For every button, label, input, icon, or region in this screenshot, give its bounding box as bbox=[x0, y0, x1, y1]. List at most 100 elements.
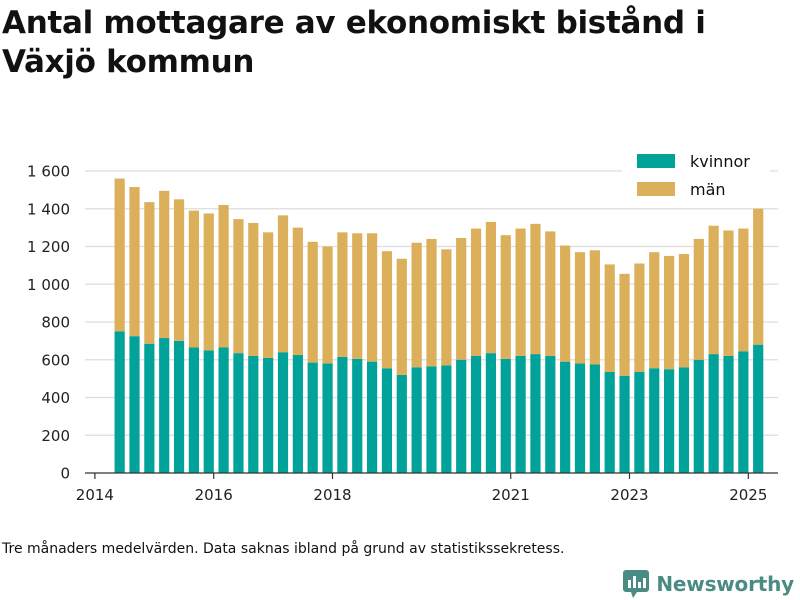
y-tick-label: 1 200 bbox=[27, 238, 70, 256]
bar-kvinnor bbox=[307, 362, 318, 473]
y-tick-label: 600 bbox=[41, 351, 70, 369]
bar-man bbox=[649, 252, 660, 369]
bar-kvinnor bbox=[352, 358, 363, 473]
bar-kvinnor bbox=[367, 361, 378, 473]
bar-kvinnor bbox=[456, 359, 467, 473]
bar-kvinnor bbox=[381, 368, 393, 473]
newsworthy-logo-icon bbox=[623, 570, 650, 598]
bar-kvinnor bbox=[693, 359, 704, 473]
bar-kvinnor bbox=[604, 372, 615, 473]
bar-man bbox=[263, 232, 274, 358]
legend-swatch-man bbox=[637, 182, 675, 196]
chart-title: Antal mottagare av ekonomiskt bistånd i … bbox=[2, 5, 706, 80]
legend-label-kvinnor: kvinnor bbox=[690, 152, 750, 171]
bar-man bbox=[352, 233, 363, 359]
bar-kvinnor bbox=[574, 363, 586, 473]
bar-man bbox=[411, 242, 422, 368]
y-tick-label: 200 bbox=[41, 427, 70, 445]
bar-kvinnor bbox=[188, 347, 199, 473]
bar-kvinnor bbox=[114, 331, 125, 473]
bar-man bbox=[545, 231, 556, 356]
bar-man bbox=[560, 245, 571, 362]
bar-kvinnor bbox=[545, 355, 556, 473]
bar-man bbox=[634, 263, 645, 373]
bar-man bbox=[574, 252, 586, 364]
bar-man bbox=[470, 228, 482, 356]
bar-man bbox=[203, 213, 214, 351]
bar-man bbox=[159, 190, 170, 339]
bar-kvinnor bbox=[515, 355, 526, 473]
bar-kvinnor bbox=[723, 355, 734, 473]
bar-man bbox=[723, 230, 734, 356]
bar-man bbox=[218, 204, 229, 348]
brand-logo[interactable]: Newsworthy bbox=[623, 568, 794, 600]
bar-man bbox=[708, 225, 719, 355]
bar-kvinnor bbox=[530, 354, 541, 473]
axes: 0 200 400 600 800 1 000 1 200 1 400 1 600 2014 201… bbox=[27, 163, 778, 504]
bar-man bbox=[248, 222, 259, 356]
bar-kvinnor bbox=[144, 343, 155, 473]
legend-swatch-kvinnor bbox=[637, 154, 675, 168]
bar-man bbox=[426, 238, 437, 367]
bar-man bbox=[619, 273, 630, 376]
bar-kvinnor bbox=[292, 355, 303, 473]
x-tick-label: 2018 bbox=[313, 486, 351, 504]
bar-man bbox=[322, 246, 333, 364]
x-tick-label: 2016 bbox=[195, 486, 233, 504]
bar-man bbox=[456, 238, 467, 360]
bar-kvinnor bbox=[589, 364, 600, 473]
bar-kvinnor bbox=[173, 340, 185, 474]
bar-man bbox=[664, 255, 675, 370]
bar-kvinnor bbox=[664, 369, 675, 473]
bar-kvinnor bbox=[485, 353, 496, 473]
bar-kvinnor bbox=[277, 352, 289, 473]
bar-kvinnor bbox=[441, 365, 452, 473]
bar-man bbox=[753, 208, 764, 345]
bar-kvinnor bbox=[649, 368, 660, 473]
bar-man bbox=[381, 251, 393, 369]
y-tick-label: 1 400 bbox=[27, 200, 70, 218]
bar-kvinnor bbox=[218, 347, 229, 473]
brand-name: Newsworthy bbox=[656, 572, 794, 596]
bars bbox=[114, 178, 764, 474]
bar-man bbox=[337, 232, 348, 357]
bar-kvinnor bbox=[708, 354, 719, 473]
bar-man bbox=[307, 241, 318, 363]
bar-man bbox=[678, 254, 690, 368]
y-tick-label: 800 bbox=[41, 314, 70, 332]
bar-kvinnor bbox=[322, 363, 333, 473]
bar-kvinnor bbox=[203, 350, 214, 473]
bar-kvinnor bbox=[426, 366, 437, 473]
bar-man bbox=[485, 221, 496, 354]
bar-man bbox=[441, 249, 452, 366]
bar-kvinnor bbox=[500, 358, 511, 473]
bar-kvinnor bbox=[159, 338, 170, 473]
bar-kvinnor bbox=[738, 351, 749, 473]
bar-kvinnor bbox=[233, 353, 244, 473]
bar-man bbox=[515, 228, 526, 356]
bar-man bbox=[367, 233, 378, 362]
bar-man bbox=[693, 238, 704, 360]
y-tick-label: 400 bbox=[41, 389, 70, 407]
bar-kvinnor bbox=[411, 367, 422, 473]
bar-man bbox=[277, 215, 289, 353]
bar-kvinnor bbox=[396, 374, 407, 473]
bar-kvinnor bbox=[129, 336, 140, 473]
x-tick-label: 2014 bbox=[76, 486, 114, 504]
bar-man bbox=[738, 228, 749, 352]
stacked-bar-chart: 0 200 400 600 800 1 000 1 200 1 400 1 600 2014 201… bbox=[27, 148, 778, 504]
x-tick-label: 2023 bbox=[610, 486, 648, 504]
bar-man bbox=[144, 202, 155, 344]
bar-kvinnor bbox=[560, 361, 571, 473]
bar-kvinnor bbox=[619, 375, 630, 473]
bar-kvinnor bbox=[470, 355, 482, 473]
bar-kvinnor bbox=[263, 357, 274, 473]
footnote: Tre månaders medelvärden. Data saknas ib… bbox=[2, 541, 565, 557]
x-tick-label: 2021 bbox=[492, 486, 530, 504]
bar-kvinnor bbox=[248, 355, 259, 473]
bar-kvinnor bbox=[634, 372, 645, 473]
bar-kvinnor bbox=[678, 367, 690, 473]
bar-man bbox=[604, 264, 615, 373]
legend-label-man: män bbox=[690, 180, 726, 199]
bar-kvinnor bbox=[337, 356, 348, 473]
